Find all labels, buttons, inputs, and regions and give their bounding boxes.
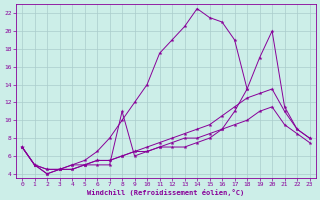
X-axis label: Windchill (Refroidissement éolien,°C): Windchill (Refroidissement éolien,°C) bbox=[87, 189, 244, 196]
